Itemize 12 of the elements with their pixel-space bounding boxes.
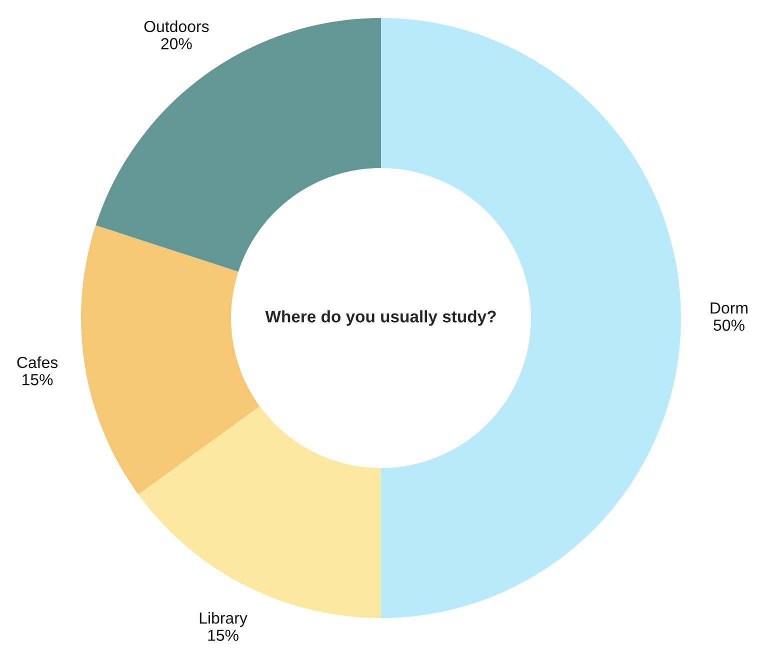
- text: Where do you usually study?: [265, 310, 496, 326]
- data-label: 15%: [208, 630, 238, 641]
- data-label: 15%: [22, 374, 53, 386]
- slice-label: Cafes: [17, 356, 58, 368]
- donut-slice: [381, 18, 681, 618]
- slice-label: Library: [200, 612, 248, 627]
- donut-slice: [96, 18, 381, 272]
- slice-label: Outdoors: [144, 20, 209, 32]
- data-label: 20%: [161, 38, 192, 50]
- slice-label: Dorm: [710, 302, 748, 314]
- data-label: 50%: [714, 320, 744, 331]
- donut-slice: [81, 225, 260, 494]
